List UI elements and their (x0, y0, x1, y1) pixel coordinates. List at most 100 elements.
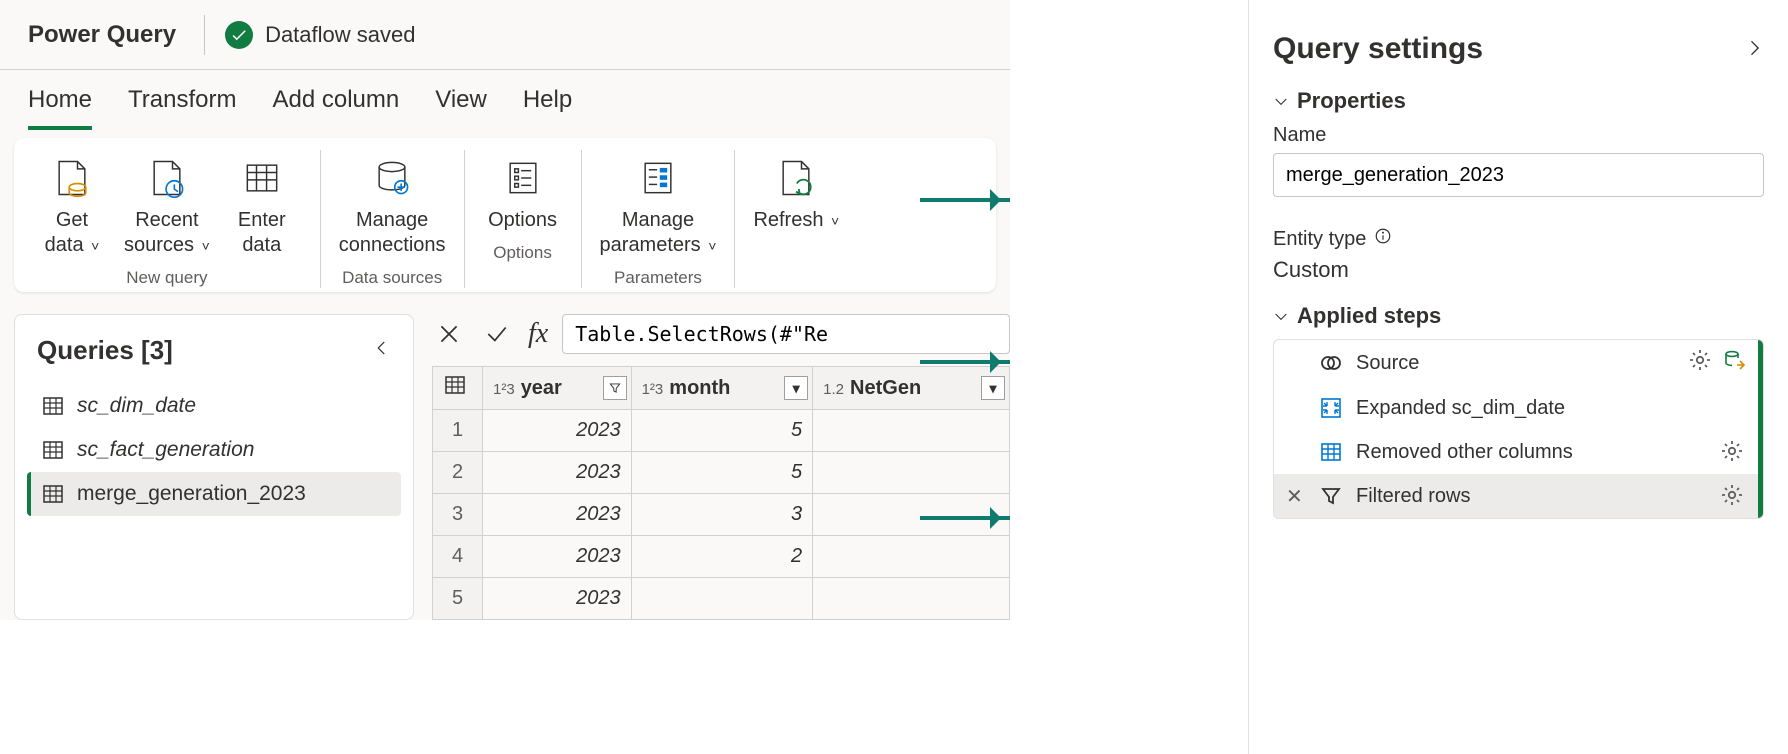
ribbon-group-label: New query (126, 268, 207, 288)
properties-section-header[interactable]: Properties (1273, 88, 1764, 114)
cell-year[interactable]: 2023 (483, 452, 632, 494)
cell-year[interactable]: 2023 (483, 536, 632, 578)
applied-steps-header[interactable]: Applied steps (1273, 303, 1764, 329)
ribbon-tab-view[interactable]: View (435, 86, 487, 130)
options-label: Options (488, 208, 557, 233)
step-label: Source (1356, 352, 1419, 375)
table-row[interactable]: 4 2023 2 (433, 536, 1010, 578)
manage-connections-button[interactable]: Manageconnections (335, 150, 450, 262)
type-indicator: 1²3 (642, 381, 664, 398)
ribbon-group-options: Options Options (465, 150, 582, 288)
cell-month[interactable]: 5 (631, 452, 813, 494)
recent-sources-icon (143, 154, 191, 202)
query-item-sc_fact_generation[interactable]: sc_fact_generation (27, 428, 401, 472)
entity-type-info-icon[interactable] (1374, 227, 1392, 251)
filter-icon[interactable] (603, 376, 627, 400)
gear-icon[interactable] (1720, 439, 1746, 465)
cell-year[interactable]: 2023 (483, 578, 632, 620)
row-number: 1 (433, 410, 483, 452)
formula-commit-icon[interactable] (480, 317, 514, 351)
formula-bar: fx (432, 314, 1010, 354)
collapse-queries-icon[interactable] (373, 339, 391, 362)
formula-cancel-icon[interactable] (432, 317, 466, 351)
cell-month[interactable] (631, 578, 813, 620)
cell-netgen[interactable] (813, 536, 1010, 578)
row-number: 4 (433, 536, 483, 578)
table-row[interactable]: 2 2023 5 (433, 452, 1010, 494)
table-icon (443, 380, 467, 402)
get-data-button[interactable]: Getdata ˅ (28, 150, 116, 262)
cell-netgen[interactable] (813, 410, 1010, 452)
name-field-label: Name (1273, 124, 1764, 147)
manage-parameters-button[interactable]: Manageparameters ˅ (596, 150, 721, 262)
cell-year[interactable]: 2023 (483, 494, 632, 536)
cell-netgen[interactable] (813, 452, 1010, 494)
column-header-NetGen[interactable]: 1.2NetGen▾ (813, 367, 1010, 410)
cell-year[interactable]: 2023 (483, 410, 632, 452)
manage-connections-icon (368, 154, 416, 202)
callout-arrow-1 (920, 198, 1010, 202)
dropdown-icon[interactable]: ▾ (981, 376, 1005, 400)
column-header-year[interactable]: 1²3year (483, 367, 632, 410)
ribbon-tab-transform[interactable]: Transform (128, 86, 236, 130)
enter-data-button[interactable]: Enterdata (218, 150, 306, 262)
ribbon-group-parameters: Manageparameters ˅ Parameters (582, 150, 736, 288)
table-icon (41, 394, 65, 418)
refresh-button[interactable]: Refresh ˅ (749, 150, 843, 237)
cell-month[interactable]: 3 (631, 494, 813, 536)
ribbon-group-label: Options (493, 243, 552, 263)
ribbon-tab-home[interactable]: Home (28, 86, 92, 130)
data-grid[interactable]: 1²3year1²3month▾1.2NetGen▾ 1 2023 5 2 20… (432, 366, 1010, 620)
query-item-merge_generation_2023[interactable]: merge_generation_2023 (27, 472, 401, 516)
query-settings-title: Query settings (1273, 32, 1483, 66)
dropdown-icon[interactable]: ▾ (784, 376, 808, 400)
table-icon (41, 438, 65, 462)
query-item-sc_dim_date[interactable]: sc_dim_date (27, 384, 401, 428)
options-button[interactable]: Options (479, 150, 567, 237)
cell-month[interactable]: 5 (631, 410, 813, 452)
chevron-down-icon: ˅ (831, 213, 839, 229)
queries-panel-title: Queries [3] (37, 335, 173, 366)
properties-label: Properties (1297, 88, 1406, 114)
row-number: 5 (433, 578, 483, 620)
fx-icon[interactable]: fx (528, 318, 548, 350)
editor-pane: Power Query Dataflow saved HomeTransform… (0, 0, 1010, 620)
chevron-down-icon: ˅ (91, 238, 99, 254)
get-data-icon (48, 154, 96, 202)
applied-step-expanded-sc_dim_date[interactable]: ✕ Expanded sc_dim_date (1274, 386, 1763, 430)
step-label: Removed other columns (1356, 441, 1573, 464)
applied-step-removed-other-columns[interactable]: ✕ Removed other columns (1274, 430, 1763, 474)
table-row[interactable]: 3 2023 3 (433, 494, 1010, 536)
cell-month[interactable]: 2 (631, 536, 813, 578)
entity-type-value: Custom (1273, 257, 1764, 283)
manage-parameters-label: Manageparameters ˅ (600, 208, 717, 258)
delete-step-icon[interactable]: ✕ (1286, 484, 1306, 509)
callout-arrow-3 (920, 516, 1010, 520)
db-refresh-icon[interactable] (1722, 348, 1746, 378)
collapse-settings-icon[interactable] (1744, 32, 1764, 66)
ribbon-tab-help[interactable]: Help (523, 86, 572, 130)
recent-sources-label: Recentsources ˅ (124, 208, 210, 258)
cell-netgen[interactable] (813, 578, 1010, 620)
ribbon-group-label: Parameters (614, 268, 702, 288)
gear-icon[interactable] (1720, 483, 1746, 509)
ribbon-body: Getdata ˅ Recentsources ˅ Enterdata New q… (14, 138, 996, 292)
title-divider (204, 15, 205, 55)
query-name-input[interactable] (1273, 153, 1764, 197)
table-row[interactable]: 1 2023 5 (433, 410, 1010, 452)
gear-icon[interactable] (1688, 348, 1714, 374)
grid-corner-cell[interactable] (433, 367, 483, 410)
row-number: 3 (433, 494, 483, 536)
type-indicator: 1²3 (493, 381, 515, 398)
column-header-month[interactable]: 1²3month▾ (631, 367, 813, 410)
cell-netgen[interactable] (813, 494, 1010, 536)
source-icon (1318, 350, 1344, 376)
table-row[interactable]: 5 2023 (433, 578, 1010, 620)
row-number: 2 (433, 452, 483, 494)
ribbon-tab-add-column[interactable]: Add column (273, 86, 400, 130)
applied-step-filtered-rows[interactable]: ✕ Filtered rows (1274, 474, 1763, 518)
recent-sources-button[interactable]: Recentsources ˅ (120, 150, 214, 262)
applied-step-source[interactable]: ✕ Source (1274, 340, 1763, 386)
manage-parameters-icon (634, 154, 682, 202)
formula-input[interactable] (562, 314, 1010, 354)
